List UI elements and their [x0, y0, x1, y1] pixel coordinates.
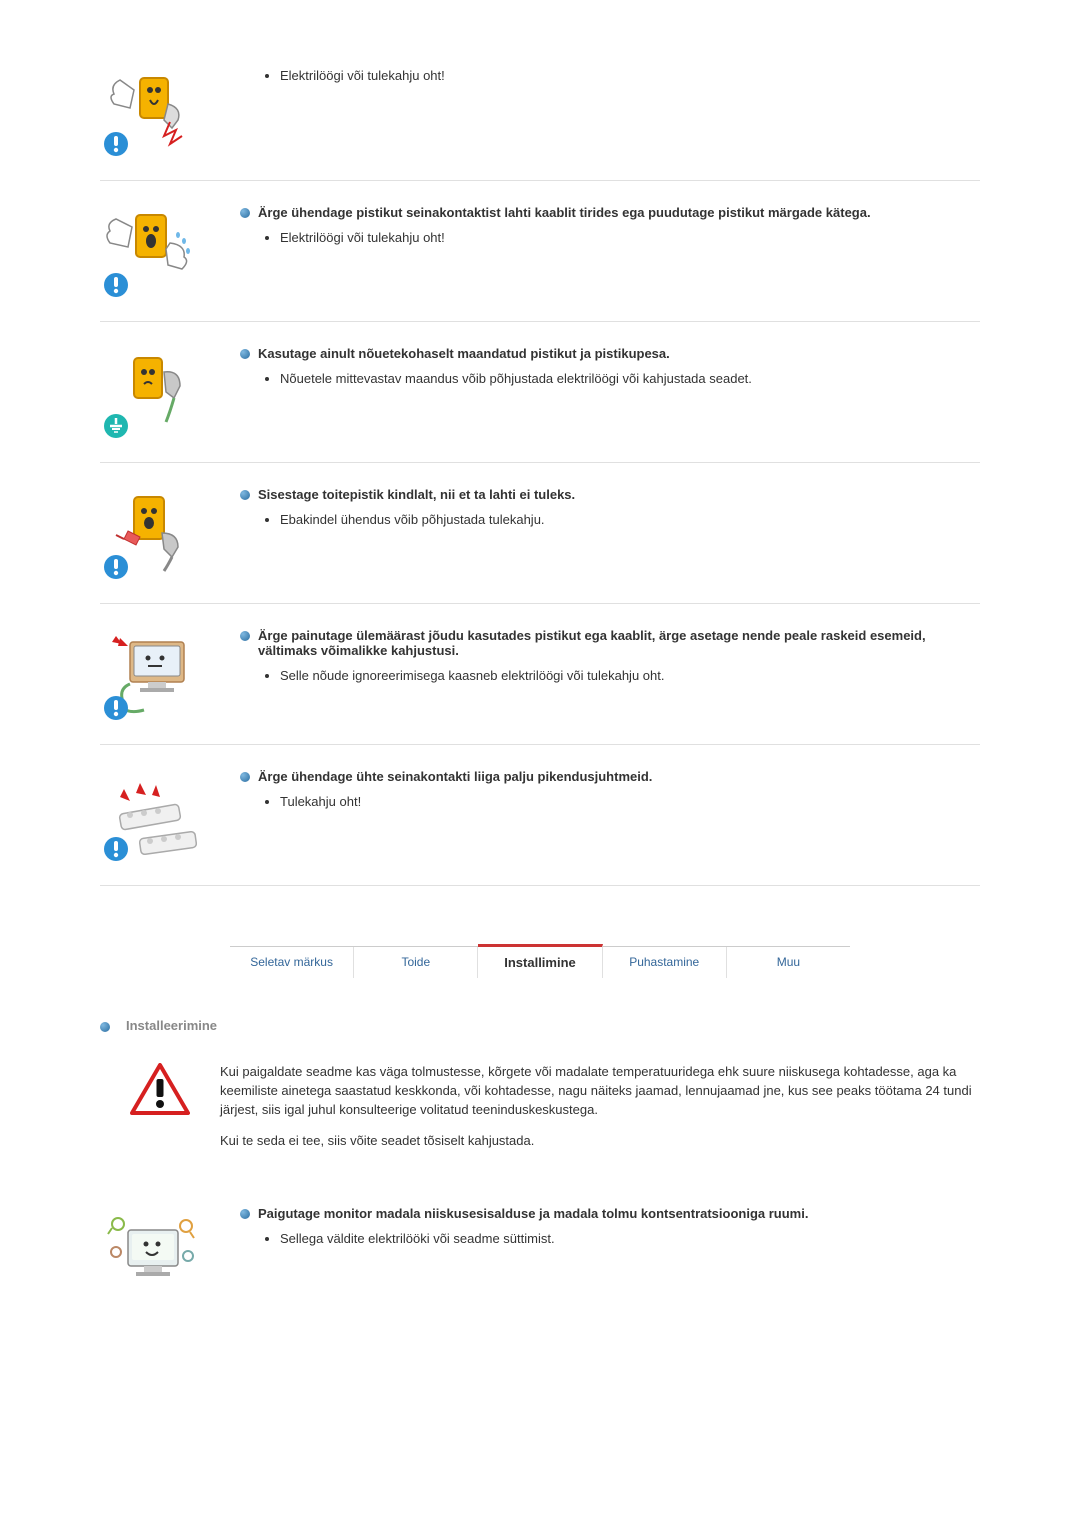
safety-heading: Kasutage ainult nõuetekohaselt maandatud…	[258, 346, 670, 361]
safety-heading: Sisestage toitepistik kindlalt, nii et t…	[258, 487, 575, 502]
firm-plug-icon	[100, 483, 200, 583]
sphere-bullet-icon	[240, 631, 250, 641]
safety-heading: Ärge painutage ülemäärast jõudu kasutade…	[258, 628, 980, 658]
install-item: Paigutage monitor madala niiskusesisaldu…	[100, 1182, 980, 1322]
safety-text-col: Ärge ühendage ühte seinakontakti liiga p…	[240, 765, 980, 865]
install-bullet: Sellega väldite elektrilööki või seadme …	[280, 1231, 980, 1246]
sphere-bullet-icon	[240, 772, 250, 782]
page: Elektrilöögi või tulekahju oht!	[0, 0, 1080, 1362]
safety-icon-col	[100, 342, 220, 442]
tab-strip: Seletav märkus Toide Installimine Puhast…	[230, 946, 850, 978]
safety-bullet: Nõuetele mittevastav maandus võib põhjus…	[280, 371, 980, 386]
safety-text-col: Kasutage ainult nõuetekohaselt maandatud…	[240, 342, 980, 442]
install-intro: Kui paigaldate seadme kas väga tolmustes…	[100, 1053, 980, 1182]
safety-item: Kasutage ainult nõuetekohaselt maandatud…	[100, 322, 980, 463]
safety-bullet: Elektrilöögi või tulekahju oht!	[280, 68, 980, 83]
safety-item: Ärge painutage ülemäärast jõudu kasutade…	[100, 604, 980, 745]
tab-other[interactable]: Muu	[727, 947, 850, 978]
hand-plug-exclaim-icon	[100, 60, 200, 160]
safety-text-col: Sisestage toitepistik kindlalt, nii et t…	[240, 483, 980, 583]
sphere-bullet-icon	[240, 490, 250, 500]
sphere-bullet-icon	[100, 1022, 110, 1032]
safety-text-col: Ärge ühendage pistikut seinakontaktist l…	[240, 201, 980, 301]
safety-item: Ärge ühendage ühte seinakontakti liiga p…	[100, 745, 980, 886]
monitor-cable-icon	[100, 624, 200, 724]
tab-notation[interactable]: Seletav märkus	[230, 947, 354, 978]
safety-icon-col	[100, 60, 220, 160]
install-intro-p1: Kui paigaldate seadme kas väga tolmustes…	[220, 1063, 980, 1120]
tab-cleaning[interactable]: Puhastamine	[603, 947, 727, 978]
safety-bullet: Selle nõude ignoreerimisega kaasneb elek…	[280, 668, 980, 683]
safety-text-col: Ärge painutage ülemäärast jõudu kasutade…	[240, 624, 980, 724]
tab-install[interactable]: Installimine	[478, 944, 602, 978]
sphere-bullet-icon	[240, 1209, 250, 1219]
safety-icon-col	[100, 483, 220, 583]
safety-item: Sisestage toitepistik kindlalt, nii et t…	[100, 463, 980, 604]
tab-power[interactable]: Toide	[354, 947, 478, 978]
install-icon-col	[100, 1202, 220, 1302]
safety-icon-col	[100, 624, 220, 724]
power-strip-icon	[100, 765, 200, 865]
safety-item: Ärge ühendage pistikut seinakontaktist l…	[100, 181, 980, 322]
safety-bullet: Tulekahju oht!	[280, 794, 980, 809]
safety-item: Elektrilöögi või tulekahju oht!	[100, 40, 980, 181]
sphere-bullet-icon	[240, 208, 250, 218]
safety-icon-col	[100, 765, 220, 865]
section-title: Installeerimine	[126, 1018, 217, 1033]
install-intro-p2: Kui te seda ei tee, siis võite seadet tõ…	[220, 1132, 980, 1151]
safety-icon-col	[100, 201, 220, 301]
monitor-env-icon	[100, 1202, 200, 1302]
ground-plug-icon	[100, 342, 200, 442]
safety-bullet: Elektrilöögi või tulekahju oht!	[280, 230, 980, 245]
safety-text-col: Elektrilöögi või tulekahju oht!	[240, 60, 980, 160]
install-text-col: Paigutage monitor madala niiskusesisaldu…	[240, 1202, 980, 1302]
install-heading: Paigutage monitor madala niiskusesisaldu…	[258, 1206, 808, 1221]
safety-bullet: Ebakindel ühendus võib põhjustada tuleka…	[280, 512, 980, 527]
warning-triangle-icon	[130, 1063, 190, 1115]
wet-hands-icon	[100, 201, 200, 301]
safety-heading: Ärge ühendage ühte seinakontakti liiga p…	[258, 769, 652, 784]
install-intro-text: Kui paigaldate seadme kas väga tolmustes…	[220, 1063, 980, 1162]
safety-heading: Ärge ühendage pistikut seinakontaktist l…	[258, 205, 871, 220]
section-title-row: Installeerimine	[100, 1018, 980, 1033]
sphere-bullet-icon	[240, 349, 250, 359]
